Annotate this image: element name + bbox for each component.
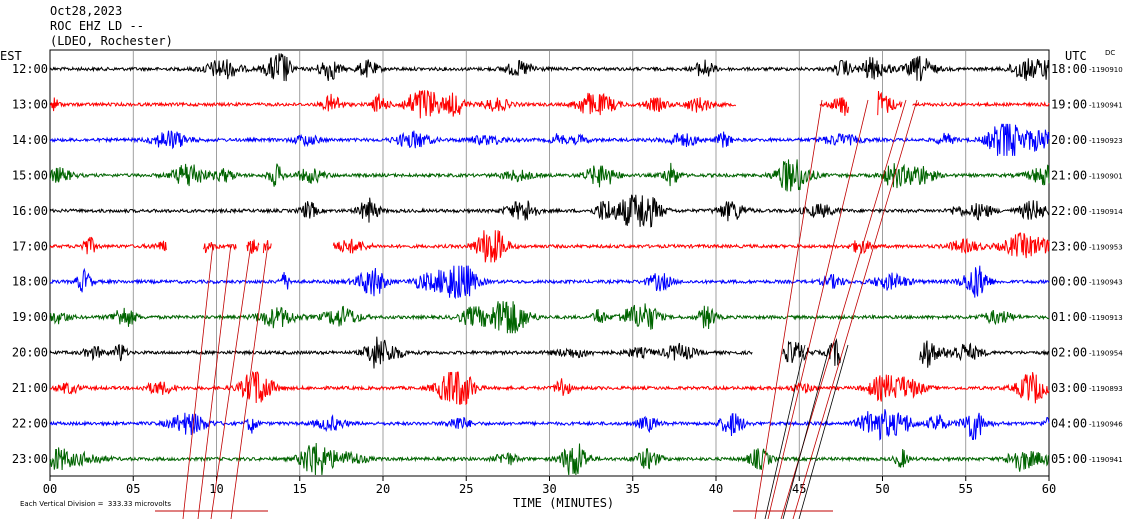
trace-line [49, 123, 1050, 156]
utc-time-label: 03:00 [1051, 381, 1087, 395]
event-marker-line [197, 243, 232, 519]
utc-time-label: 01:00 [1051, 310, 1087, 324]
trace-line [49, 442, 1050, 476]
dc-offset-label: -1190943 [1089, 279, 1123, 287]
event-marker-line [182, 243, 214, 519]
trace-line [49, 265, 1050, 300]
dc-offset-label: -1190954 [1089, 350, 1123, 358]
est-time-label: 21:00 [12, 381, 48, 395]
event-marker-line [792, 99, 918, 519]
x-tick-label: 30 [542, 482, 556, 496]
dc-offset-label: -1190913 [1089, 314, 1123, 322]
dc-offset-label: -1190901 [1089, 172, 1123, 180]
utc-time-label: 23:00 [1051, 239, 1087, 253]
utc-time-label: 00:00 [1051, 275, 1087, 289]
est-time-label: 14:00 [12, 133, 48, 147]
x-tick-label: 00 [43, 482, 57, 496]
x-tick-label: 15 [293, 482, 307, 496]
trace-line [49, 336, 1050, 369]
dc-offset-label: -1190893 [1089, 385, 1123, 393]
trace-line [49, 53, 1050, 82]
x-tick-label: 35 [626, 482, 640, 496]
trace-line [49, 370, 1050, 406]
utc-time-label: 21:00 [1051, 168, 1087, 182]
station-code: ROC EHZ LD -- [50, 19, 144, 33]
event-marker-line [754, 99, 823, 519]
event-marker-line [230, 243, 269, 519]
x-tick-label: 10 [209, 482, 223, 496]
event-marker-line [782, 344, 831, 519]
x-tick-label: 05 [126, 482, 140, 496]
x-tick-label: 45 [792, 482, 806, 496]
est-time-label: 15:00 [12, 168, 48, 182]
dc-label: DC [1105, 49, 1116, 57]
utc-time-label: 02:00 [1051, 346, 1087, 360]
x-tick-label: 20 [376, 482, 390, 496]
event-marker-line [798, 344, 849, 519]
dc-offset-label: -1190941 [1089, 101, 1123, 109]
dc-offset-label: -1190923 [1089, 137, 1123, 145]
trace-line [49, 230, 1050, 263]
event-marker-line [764, 344, 806, 519]
x-tick-label: 60 [1042, 482, 1056, 496]
dc-offset-label: -1190941 [1089, 456, 1123, 464]
est-time-label: 16:00 [12, 204, 48, 218]
x-tick-label: 25 [459, 482, 473, 496]
x-tick-label: 55 [959, 482, 973, 496]
utc-time-label: 04:00 [1051, 417, 1087, 431]
est-time-label: 17:00 [12, 239, 48, 253]
utc-time-label: 19:00 [1051, 97, 1087, 111]
est-time-label: 13:00 [12, 97, 48, 111]
dc-offset-label: -1190946 [1089, 421, 1123, 429]
x-axis-title: TIME (MINUTES) [513, 496, 615, 510]
utc-time-label: 22:00 [1051, 204, 1087, 218]
est-time-label: 22:00 [12, 417, 48, 431]
utc-axis-label: UTC [1065, 49, 1087, 63]
utc-time-label: 05:00 [1051, 452, 1087, 466]
utc-time-label: 20:00 [1051, 133, 1087, 147]
est-time-label: 20:00 [12, 346, 48, 360]
dc-offset-label: -1190953 [1089, 243, 1123, 251]
network-name: (LDEO, Rochester) [50, 34, 173, 48]
est-time-label: 18:00 [12, 275, 48, 289]
x-tick-label: 50 [875, 482, 889, 496]
dc-offset-label: -1190910 [1089, 66, 1123, 74]
est-time-label: 12:00 [12, 62, 48, 76]
est-time-label: 23:00 [12, 452, 48, 466]
trace-line [49, 409, 1050, 441]
utc-time-label: 18:00 [1051, 62, 1087, 76]
trace-line [49, 89, 1050, 119]
trace-line [49, 159, 1050, 192]
event-marker-line [210, 243, 252, 519]
trace-line [49, 194, 1050, 228]
est-axis-label: EST [0, 49, 22, 63]
plot-date: Oct28,2023 [50, 4, 123, 18]
trace-line [49, 301, 1050, 334]
scale-note: Each Vertical Division = 333.33 microvol… [20, 500, 172, 508]
event-marker-line [767, 99, 869, 519]
est-time-label: 19:00 [12, 310, 48, 324]
x-tick-label: 40 [709, 482, 723, 496]
dc-offset-label: -1190914 [1089, 208, 1123, 216]
